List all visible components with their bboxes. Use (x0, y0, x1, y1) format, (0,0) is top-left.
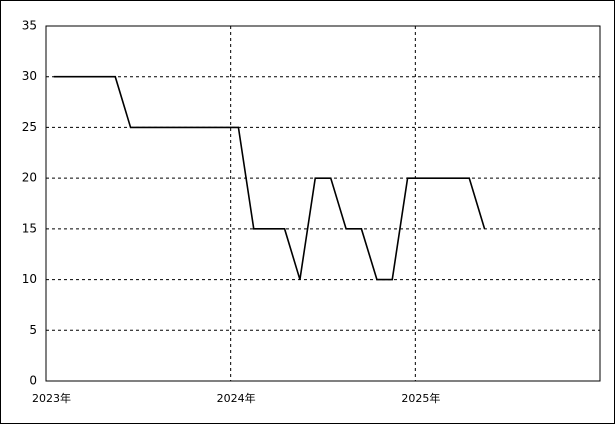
x-tick-label: 2025年 (401, 391, 440, 405)
y-tick-label: 10 (22, 272, 37, 286)
x-tick-label: 2024年 (217, 391, 256, 405)
plot-area (45, 25, 601, 382)
y-tick-label: 35 (22, 19, 37, 33)
y-tick-label: 25 (22, 120, 37, 134)
y-tick-label: 15 (22, 221, 37, 235)
x-tick-label: 2023年 (32, 391, 71, 405)
y-tick-label: 5 (29, 323, 37, 337)
y-tick-label: 30 (22, 69, 37, 83)
data-line (53, 75, 486, 281)
y-tick-label: 20 (22, 171, 37, 185)
y-tick-label: 0 (29, 374, 37, 388)
